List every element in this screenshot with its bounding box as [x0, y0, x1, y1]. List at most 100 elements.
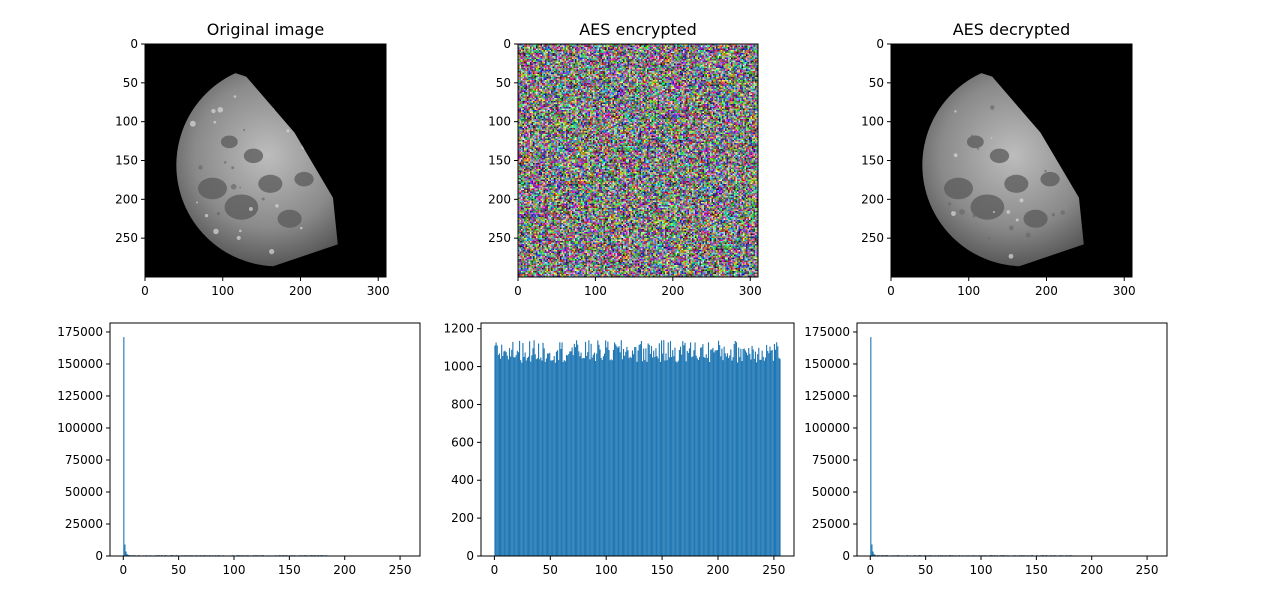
axes-5-bar-3 [873, 554, 875, 556]
axes-4-bar-204 [722, 360, 724, 556]
axes-4-frame [480, 322, 795, 557]
axes-4-bar-236 [758, 347, 760, 556]
axes-4-bar-160 [673, 356, 675, 556]
axes-4-bar-87 [591, 357, 593, 556]
axes-4-bar-240 [762, 356, 764, 556]
axes-4-bar-237 [759, 359, 761, 556]
axes-4-xtick-label-1: 50 [543, 563, 558, 577]
axes-4-bar-106 [612, 349, 615, 556]
axes-4-bar-239 [761, 350, 763, 556]
axes-4-bar-172 [686, 350, 688, 556]
axes-3-bar-4 [127, 554, 129, 556]
axes-1-xtick-label-2: 200 [661, 284, 684, 298]
axes-4-bar-52 [552, 359, 554, 556]
axes-5-xtick-label-5: 250 [1136, 563, 1159, 577]
axes-4-bar-66 [568, 353, 570, 556]
axes-4-bar-211 [730, 349, 732, 556]
axes-4-bar-80 [583, 358, 585, 556]
axes-4-bar-142 [653, 350, 655, 556]
axes-4-bar-84 [588, 340, 590, 556]
axes-4-bar-186 [702, 344, 704, 556]
axes-4-bar-228 [749, 353, 751, 556]
axes-4-bar-61 [562, 361, 564, 556]
axes-4-bar-1 [495, 342, 497, 556]
axes-4-bar-182 [697, 359, 699, 556]
axes-4-bar-97 [602, 356, 604, 556]
axes-5-xtick-label-1: 50 [918, 563, 933, 577]
axes-2: 0 100 200 300 0 50 100 150 200 250 AES decrypted [861, 20, 1136, 298]
axes-4-bar-7 [502, 355, 504, 556]
axes-4-bar-96 [601, 360, 603, 556]
axes-0-ytick-label-2: 100 [115, 115, 138, 129]
axes-4-bar-149 [660, 340, 663, 556]
axes-4-bar-67 [569, 351, 571, 556]
axes-4-bar-248 [771, 349, 773, 556]
axes-3-xtick-label-4: 200 [333, 563, 356, 577]
axes-4-bar-249 [772, 360, 774, 556]
axes-4-bar-212 [731, 360, 733, 556]
axes-4-bar-253 [777, 346, 779, 556]
axes-4-xtick-label-0: 0 [491, 563, 499, 577]
axes-4-bar-11 [506, 355, 508, 556]
axes-5-ytick-label-7: 175000 [804, 325, 850, 339]
axes-0-xtick-label-0: 0 [141, 284, 149, 298]
axes-4-bar-168 [682, 341, 684, 556]
axes-4-bar-242 [764, 357, 767, 556]
axes-4-bar-17 [513, 357, 515, 556]
axes-5-ytick-label-1: 25000 [812, 517, 850, 531]
axes-4-bar-183 [698, 356, 701, 556]
axes-4-bar-107 [614, 342, 616, 556]
axes-4-bar-254 [778, 357, 780, 556]
axes-5-xtick-label-4: 200 [1080, 563, 1103, 577]
axes-1-xtick-label-1: 100 [584, 284, 607, 298]
axes-4-bar-71 [573, 343, 575, 556]
axes-4-bar-4 [498, 353, 501, 556]
axes-4-bar-44 [543, 348, 545, 556]
axes-1-ytick-label-5: 250 [488, 231, 511, 245]
axes-4-bar-29 [526, 357, 528, 556]
axes-2-ytick-label-4: 200 [861, 192, 884, 206]
axes-5-ytick-label-5: 125000 [804, 389, 850, 403]
axes-4-bar-20 [516, 350, 518, 556]
axes-4-bar-95 [600, 357, 602, 556]
axes-4-bar-74 [577, 344, 579, 556]
axes-4-bar-114 [621, 359, 623, 556]
axes-4-bar-30 [527, 356, 530, 556]
axes-4-bar-198 [715, 350, 717, 556]
axes-4-bar-196 [713, 352, 715, 556]
axes-4-bar-169 [683, 345, 685, 556]
axes-4-bar-18 [514, 357, 516, 556]
axes-0-title: Original image [207, 20, 325, 39]
axes-1-noise-image [518, 44, 758, 277]
axes-5-xtick-label-0: 0 [866, 563, 874, 577]
axes-4-bar-229 [750, 359, 752, 556]
axes-4-bar-214 [733, 343, 735, 556]
axes-4-bar-65 [567, 355, 569, 556]
axes-4-bar-221 [741, 361, 743, 556]
axes-4-bar-243 [766, 345, 768, 556]
axes-4-bar-176 [691, 357, 693, 556]
axes-4-bar-137 [647, 343, 649, 556]
axes-4: 0 50 100 150 200 250 0 200 400 600 800 1000 1200 [443, 322, 795, 577]
axes-4-bar-59 [560, 348, 562, 556]
axes-4-bar-250 [773, 343, 775, 556]
axes-4-bar-241 [763, 360, 765, 556]
axes-4-bar-19 [515, 355, 517, 556]
axes-4-bar-215 [734, 341, 736, 556]
axes-4-bar-5 [500, 358, 502, 556]
axes-4-bar-200 [717, 340, 720, 556]
axes-4-bar-72 [574, 347, 577, 556]
axes-3-xtick-label-3: 150 [278, 563, 301, 577]
axes-4-bar-255 [779, 358, 781, 556]
axes-4-bar-247 [770, 350, 772, 556]
axes-3-bar-2 [125, 551, 127, 556]
axes-4-bar-82 [586, 355, 588, 556]
axes-4-xtick-label-2: 100 [595, 563, 618, 577]
axes-4-bar-207 [725, 356, 727, 556]
axes-4-bar-40 [539, 359, 541, 556]
axes-4-ytick-label-4: 800 [451, 397, 474, 411]
axes-4-bar-104 [610, 359, 612, 556]
axes-4-bar-162 [675, 361, 677, 556]
axes-4-bar-147 [658, 343, 660, 556]
axes-4-bar-203 [721, 348, 723, 556]
